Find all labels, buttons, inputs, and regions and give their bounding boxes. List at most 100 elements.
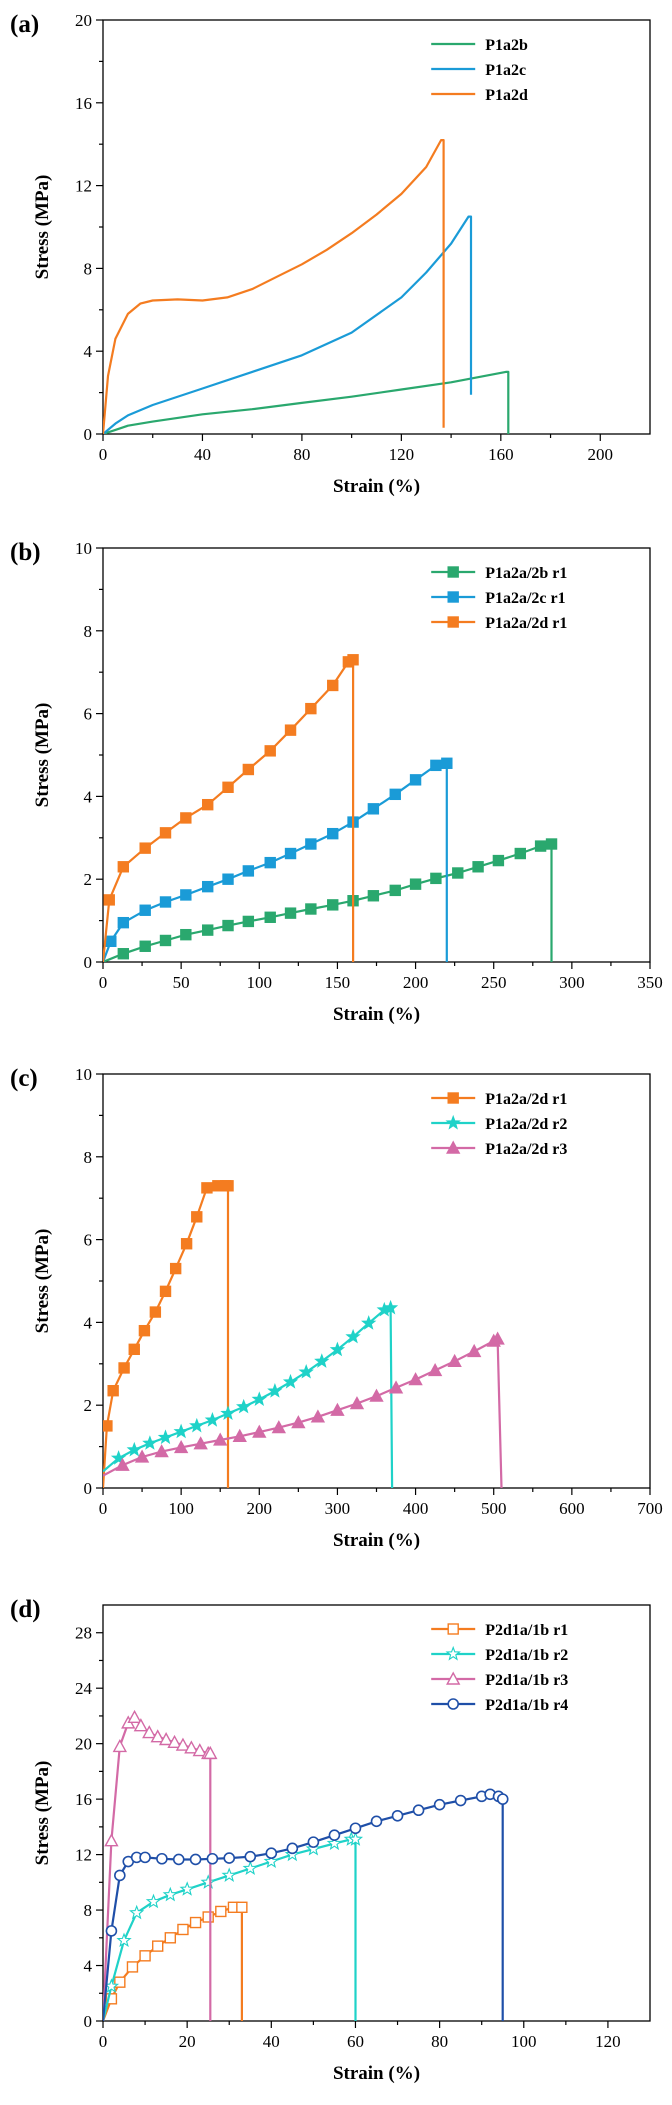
data-point bbox=[447, 1353, 462, 1368]
x-axis-title: Strain (%) bbox=[333, 2063, 420, 2084]
data-point bbox=[112, 1738, 128, 1753]
chart-panel-1: (a) 0 40 80 120 160 200 0 4 8 12 16 20 Strain (%) Stre… bbox=[10, 11, 651, 497]
data-point bbox=[159, 896, 172, 908]
data-point bbox=[244, 1850, 257, 1863]
data-point bbox=[441, 757, 453, 769]
series-3 bbox=[103, 1331, 505, 1488]
data-point bbox=[189, 1417, 205, 1433]
data-point bbox=[105, 1993, 118, 2005]
data-point bbox=[447, 1698, 460, 1710]
y-tick-label: 2 bbox=[84, 870, 93, 889]
data-point bbox=[409, 878, 422, 890]
data-point bbox=[204, 1412, 221, 1427]
data-point bbox=[382, 1299, 399, 1315]
data-point bbox=[159, 1285, 172, 1298]
data-point bbox=[114, 1869, 126, 1882]
data-point bbox=[327, 679, 339, 692]
series-line bbox=[103, 215, 473, 434]
data-point bbox=[445, 1114, 461, 1130]
x-tick-label: 120 bbox=[595, 2032, 621, 2051]
data-point bbox=[103, 1420, 113, 1432]
y-tick-label: 6 bbox=[84, 705, 93, 724]
series-2 bbox=[103, 215, 473, 434]
data-point bbox=[169, 1262, 182, 1275]
data-point bbox=[222, 781, 234, 793]
data-point bbox=[139, 1851, 151, 1864]
data-point bbox=[173, 1423, 189, 1439]
data-point bbox=[370, 1815, 383, 1828]
legend-label: P1a2a/2c r1 bbox=[485, 590, 565, 607]
y-axis-title: Stress (MPa) bbox=[32, 1229, 53, 1334]
data-point bbox=[104, 1833, 119, 1847]
y-tick-label: 10 bbox=[75, 1065, 92, 1084]
series-2 bbox=[103, 757, 453, 962]
data-point bbox=[446, 1140, 461, 1154]
data-point bbox=[177, 1923, 189, 1936]
data-point bbox=[220, 1405, 236, 1420]
x-tick-label: 200 bbox=[247, 1499, 273, 1518]
data-point bbox=[139, 842, 151, 854]
data-point bbox=[251, 1391, 268, 1406]
data-point bbox=[117, 861, 130, 873]
x-tick-label: 0 bbox=[99, 973, 108, 992]
data-point bbox=[367, 890, 380, 902]
y-tick-label: 8 bbox=[84, 259, 93, 278]
data-point bbox=[202, 924, 214, 936]
data-point bbox=[349, 1822, 362, 1835]
data-point bbox=[447, 1092, 459, 1104]
data-point bbox=[128, 1343, 140, 1356]
data-point bbox=[242, 1860, 259, 1875]
data-point bbox=[134, 1449, 150, 1463]
data-point bbox=[139, 940, 151, 952]
data-point bbox=[222, 873, 234, 885]
data-point bbox=[189, 1916, 202, 1929]
x-tick-label: 350 bbox=[637, 973, 663, 992]
data-point bbox=[232, 1428, 247, 1442]
data-point bbox=[236, 1901, 248, 1913]
series-line bbox=[103, 658, 355, 962]
x-axis-title: Strain (%) bbox=[333, 1530, 420, 1551]
data-point bbox=[156, 1852, 168, 1865]
data-point bbox=[408, 1372, 423, 1386]
data-point bbox=[213, 1432, 228, 1446]
legend-label: P1a2b bbox=[485, 37, 528, 54]
panel-label: (d) bbox=[10, 1596, 41, 1623]
data-point bbox=[347, 1831, 364, 1846]
x-tick-label: 300 bbox=[325, 1499, 351, 1518]
data-point bbox=[445, 1645, 461, 1661]
data-point bbox=[305, 702, 317, 715]
data-point bbox=[349, 1396, 365, 1410]
data-point bbox=[430, 759, 442, 772]
data-point bbox=[139, 904, 151, 916]
data-point bbox=[534, 840, 547, 852]
data-point bbox=[328, 1829, 341, 1841]
data-point bbox=[184, 1740, 199, 1754]
series-line bbox=[103, 1838, 357, 2021]
data-point bbox=[305, 903, 317, 915]
legend-label: P1a2a/2d r1 bbox=[485, 615, 567, 632]
x-tick-label: 100 bbox=[168, 1499, 194, 1518]
legend-label: P1a2a/2d r3 bbox=[485, 1141, 567, 1158]
y-tick-label: 4 bbox=[84, 787, 93, 806]
data-point bbox=[117, 916, 130, 929]
y-tick-label: 24 bbox=[75, 1679, 93, 1698]
data-point bbox=[242, 915, 255, 928]
data-point bbox=[447, 591, 459, 603]
data-point bbox=[291, 1415, 306, 1429]
y-tick-label: 4 bbox=[84, 342, 93, 361]
data-point bbox=[221, 1867, 237, 1882]
data-point bbox=[164, 1932, 177, 1944]
data-point bbox=[126, 1961, 139, 1973]
legend-label: P2d1a/1b r2 bbox=[485, 1647, 568, 1664]
data-point bbox=[180, 1238, 193, 1250]
y-tick-label: 8 bbox=[84, 1901, 93, 1920]
data-point bbox=[492, 854, 505, 867]
data-point bbox=[189, 1853, 202, 1866]
data-point bbox=[305, 838, 317, 850]
data-point bbox=[206, 1852, 219, 1865]
data-point bbox=[310, 1409, 326, 1423]
data-point bbox=[172, 1853, 185, 1866]
data-point bbox=[514, 847, 526, 860]
y-tick-label: 8 bbox=[84, 622, 93, 641]
data-point bbox=[159, 827, 172, 839]
